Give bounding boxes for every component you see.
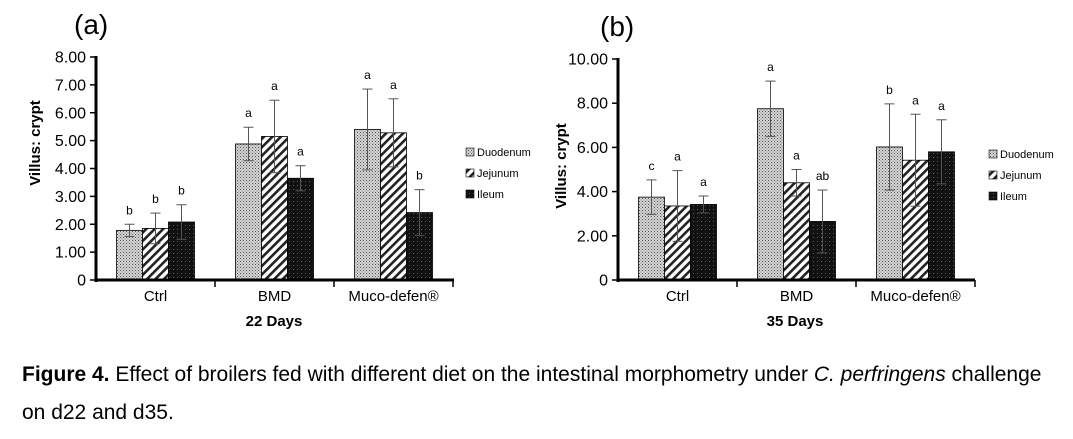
significance-letter: a [390,78,397,92]
chart-panel-a: (a) Villus: crypt 22 Days 0 1.00 2.00 3.00 4… [27,9,531,330]
significance-letter: a [767,60,774,74]
bar-duodenum-2 [757,108,784,281]
y-tick-label: 6.00 [55,105,86,122]
bar-duodenum-1 [116,229,143,281]
panel-label-a: (a) [74,9,108,40]
legend-label-duodenum: Duodenum [477,147,531,159]
significance-letter: ab [816,169,830,183]
y-tick-label: 4.00 [55,161,86,178]
significance-letter: a [938,99,945,113]
legend-a: Duodenum Jejunum Ileum [465,147,531,201]
caption-text-after: challenge on d22 and d35. [22,363,1042,424]
y-tick-label: 8.00 [577,96,608,113]
x-axis-label-b: 35 Days [767,313,824,330]
legend-label-jejunum: Jejunum [1000,170,1042,182]
legend-swatch-duodenum [988,149,998,159]
legend-b: Duodenum Jejunum Ileum [988,149,1054,203]
significance-letter: b [152,192,159,206]
legend-swatch-ileum [465,189,475,199]
y-tick-label: 1.00 [55,245,86,262]
legend-label-duodenum: Duodenum [1000,149,1054,161]
legend-label-jejunum: Jejunum [477,168,519,180]
significance-letter: a [364,68,371,82]
bar-jejunum-2 [783,182,810,281]
bar-ileum-2 [287,177,314,281]
y-tick-label: 8.00 [55,50,86,67]
chart-panel-b: (b) Villus: crypt 35 Days 0 2.00 4.00 6.00 8… [553,11,1054,330]
legend-label-ileum: Ileum [477,189,504,201]
y-tick-label: 10.00 [568,52,608,69]
y-tick-label: 7.00 [55,77,86,94]
y-tick-label: 2.00 [55,217,86,234]
y-tick-label: 0 [77,273,86,290]
significance-letter: c [649,159,655,173]
significance-letter: a [674,150,681,164]
caption-species: C. perfringens [813,363,946,386]
significance-letter: a [793,149,800,163]
y-tick-label: 5.00 [55,133,86,150]
figure-4-charts: (a) Villus: crypt 22 Days 0 1.00 2.00 3.00 4… [27,9,1054,330]
legend-swatch-jejunum [465,168,475,178]
legend-label-ileum: Ileum [1000,191,1027,203]
y-tick-label: 3.00 [55,189,86,206]
caption-label: Figure 4. [22,363,110,386]
x-category-label: BMD [780,288,814,305]
significance-letter: b [126,203,133,217]
y-tick-label: 0 [599,273,608,290]
y-tick-label: 4.00 [577,184,608,201]
significance-letter: a [245,106,252,120]
significance-letter: a [912,93,919,107]
legend-swatch-ileum [988,191,998,201]
significance-letter: a [700,175,707,189]
legend-swatch-duodenum [465,147,475,157]
y-tick-label: 6.00 [577,140,608,157]
x-category-label: BMD [258,288,292,305]
significance-letter: a [297,145,304,159]
significance-letter: a [271,79,278,93]
x-category-label: Ctrl [666,288,689,305]
panel-label-b: (b) [600,11,634,42]
legend-swatch-jejunum [988,170,998,180]
figure-caption: Figure 4. Effect of broilers fed with di… [22,356,1062,432]
y-tick-label: 2.00 [577,228,608,245]
bar-duodenum-2 [235,143,262,281]
significance-letter: b [178,184,185,198]
bar-ileum-1 [690,204,717,281]
significance-letter: b [416,169,423,183]
x-category-label: Muco-defen® [348,288,438,305]
y-axis-label-a: Villus: crypt [27,100,44,186]
caption-text-before: Effect of broilers fed with different di… [109,363,814,386]
y-axis-label-b: Villus: crypt [553,123,570,209]
x-axis-label-a: 22 Days [246,313,303,330]
x-category-label: Muco-defen® [870,288,960,305]
significance-letter: b [886,83,893,97]
x-category-label: Ctrl [144,288,167,305]
